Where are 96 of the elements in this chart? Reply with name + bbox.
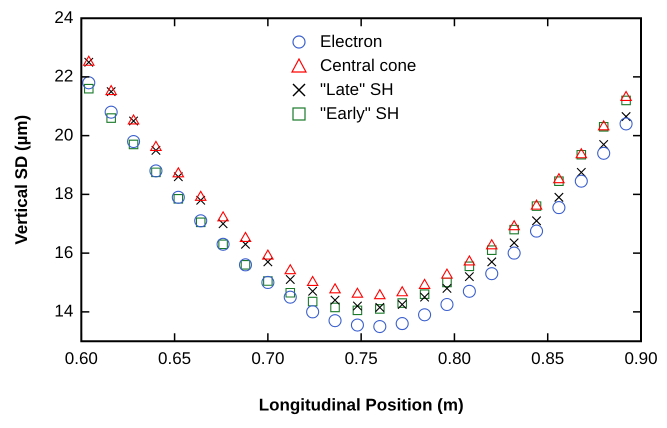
point [218, 218, 228, 229]
y-tick-label: 18 [54, 184, 74, 204]
point [308, 296, 318, 306]
y-tick-label: 16 [54, 242, 74, 262]
x-tick-label: 0.60 [64, 349, 98, 368]
point [486, 257, 497, 267]
point [420, 292, 430, 302]
x-tick-label: 0.70 [251, 349, 284, 368]
point [620, 117, 633, 130]
x-axis-title: Longitudinal Position (m) [258, 395, 464, 414]
point [352, 301, 362, 311]
point [352, 306, 362, 316]
point [285, 274, 296, 284]
point [330, 302, 340, 312]
point [373, 320, 386, 334]
x-tick-label: 0.65 [158, 349, 192, 368]
x-tick-label: 0.85 [531, 349, 564, 368]
point [420, 289, 430, 300]
point [196, 195, 206, 206]
point [352, 288, 364, 298]
point [621, 112, 631, 122]
point [196, 217, 206, 228]
point [306, 276, 318, 286]
point [284, 290, 297, 304]
point [532, 216, 542, 226]
point [485, 267, 498, 280]
point [464, 255, 476, 266]
point [530, 224, 544, 238]
y-tick-label: 22 [54, 66, 74, 86]
x-tick-label: 0.80 [438, 349, 471, 368]
y-tick-label: 24 [54, 8, 74, 27]
point [126, 134, 140, 148]
point [329, 283, 341, 294]
x-tick-label: 0.90 [624, 349, 658, 368]
point [240, 232, 252, 242]
point [328, 314, 342, 328]
x-tick-label: 0.75 [344, 349, 378, 368]
point [441, 268, 453, 279]
point [262, 249, 274, 260]
point [174, 194, 184, 204]
point [552, 201, 566, 214]
point [486, 245, 497, 255]
point [308, 286, 318, 296]
y-tick-label: 20 [54, 125, 74, 144]
point [194, 214, 208, 228]
point [84, 84, 94, 94]
point [284, 264, 296, 274]
legend-label: "Late" SH [320, 79, 394, 101]
point [509, 238, 519, 248]
point [598, 140, 608, 150]
point [574, 174, 588, 188]
point [306, 305, 320, 318]
legend-label: Electron [320, 31, 382, 53]
point [172, 167, 184, 178]
point [621, 96, 631, 106]
point [82, 76, 96, 90]
point [330, 295, 340, 305]
point [442, 284, 452, 294]
point [240, 240, 250, 250]
point [508, 220, 520, 230]
point [442, 278, 452, 288]
point [350, 318, 364, 332]
y-tick-label: 14 [54, 302, 74, 321]
point [263, 257, 273, 267]
point [508, 246, 521, 260]
point [464, 262, 474, 272]
point [464, 272, 474, 282]
point [104, 106, 118, 119]
legend-label: Central cone [320, 55, 416, 77]
point [217, 211, 229, 222]
point [106, 113, 116, 123]
point [150, 140, 162, 151]
point [486, 239, 498, 250]
point [172, 190, 185, 204]
point [418, 308, 432, 322]
point [174, 172, 184, 182]
point [285, 288, 296, 298]
point [194, 190, 206, 201]
point [374, 289, 386, 300]
point [553, 173, 565, 184]
point [576, 168, 586, 178]
point [462, 284, 476, 298]
point [151, 146, 161, 156]
point [396, 286, 408, 296]
point [597, 146, 610, 160]
point [554, 192, 564, 202]
point [509, 224, 519, 234]
point [396, 317, 409, 330]
point [261, 276, 274, 290]
legend-label: "Early" SH [320, 103, 400, 125]
point [149, 164, 162, 178]
y-axis-title: Vertical SD (µm) [12, 114, 31, 245]
point [620, 90, 632, 102]
point [418, 278, 430, 289]
point [554, 176, 564, 186]
point [440, 298, 454, 312]
